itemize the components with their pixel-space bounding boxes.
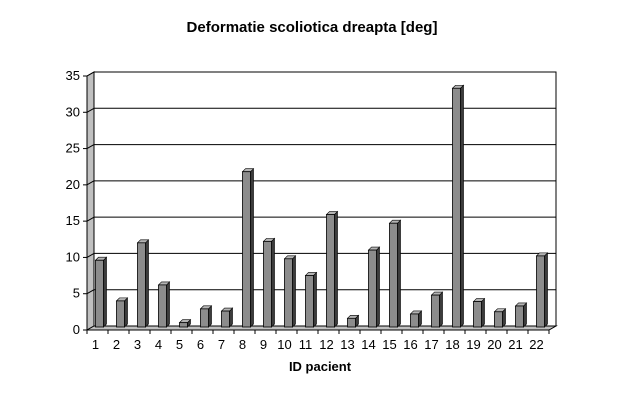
bar: [389, 222, 398, 328]
x-tick-label: 15: [382, 337, 396, 352]
x-tick-label: 14: [361, 337, 375, 352]
x-tick-label: 4: [155, 337, 162, 352]
bar: [494, 311, 503, 328]
bar: [95, 259, 104, 328]
bar: [200, 308, 209, 328]
x-tick-label: 13: [340, 337, 354, 352]
bar-side: [376, 246, 380, 328]
x-tick-label: 19: [466, 337, 480, 352]
gridline-side: [86, 289, 95, 295]
bar-side: [208, 305, 212, 328]
bar: [158, 284, 167, 328]
bar: [368, 249, 377, 328]
bar: [221, 310, 230, 328]
bar-side: [334, 210, 338, 328]
x-tick-label: 5: [176, 337, 183, 352]
y-tick-label: 10: [66, 249, 80, 264]
bar-side: [313, 271, 317, 328]
bar: [305, 275, 314, 328]
plot-floor: [85, 325, 558, 331]
gridline-side: [86, 252, 95, 258]
bar: [263, 240, 272, 328]
bar-side: [544, 252, 548, 328]
x-axis-label: ID pacient: [289, 359, 352, 374]
bar-side: [250, 167, 254, 328]
y-tick-label: 5: [73, 286, 80, 301]
x-tick-label: 22: [529, 337, 543, 352]
x-tick-label: 8: [239, 337, 246, 352]
bar-side: [166, 281, 170, 328]
bar: [179, 322, 188, 328]
bar: [326, 214, 335, 328]
x-tick-label: 10: [277, 337, 291, 352]
bar-side: [145, 239, 149, 328]
bar-side: [271, 237, 275, 328]
x-tick-label: 3: [134, 337, 141, 352]
y-tick-label: 20: [66, 177, 80, 192]
y-tick-label: 0: [73, 322, 80, 337]
x-tick-label: 12: [319, 337, 333, 352]
bar-side: [397, 219, 401, 328]
bar: [347, 317, 356, 328]
y-tick-label: 35: [66, 68, 80, 83]
bar: [137, 242, 146, 328]
bar: [242, 171, 251, 328]
bar: [515, 305, 524, 328]
bar: [284, 258, 293, 328]
x-tick-label: 16: [403, 337, 417, 352]
chart-title: Deformatie scoliotica dreapta [deg]: [187, 19, 438, 36]
bar: [431, 294, 440, 328]
x-tick-label: 7: [218, 337, 225, 352]
x-tick-label: 1: [92, 337, 99, 352]
x-tick-label: 21: [508, 337, 522, 352]
bar-side: [439, 291, 443, 328]
gridline-side: [86, 107, 95, 113]
bar: [410, 313, 419, 328]
bar-side: [460, 84, 464, 328]
bar-side: [103, 256, 107, 328]
x-tick-label: 2: [113, 337, 120, 352]
bar: [536, 255, 545, 328]
bar: [452, 87, 461, 328]
x-tick-label: 6: [197, 337, 204, 352]
bar: [473, 301, 482, 328]
y-tick-label: 30: [66, 104, 80, 119]
gridline-side: [86, 71, 95, 77]
x-tick-label: 11: [299, 337, 313, 352]
y-tick-label: 25: [66, 141, 80, 156]
gridline-side: [86, 216, 95, 222]
bar-side: [481, 297, 485, 328]
y-tick-label: 15: [66, 213, 80, 228]
x-tick-label: 18: [445, 337, 459, 352]
bar: [116, 300, 125, 328]
x-tick-label: 17: [424, 337, 438, 352]
gridline-side: [86, 180, 95, 186]
bar-side: [292, 255, 296, 328]
bar-side: [124, 297, 128, 328]
x-tick-label: 20: [487, 337, 501, 352]
x-tick-label: 9: [260, 337, 267, 352]
bar-side: [523, 302, 527, 328]
gridline-side: [86, 144, 95, 150]
